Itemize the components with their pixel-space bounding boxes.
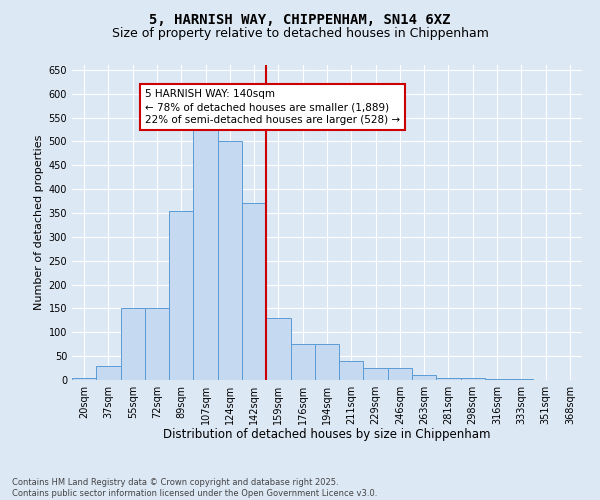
Bar	[266, 318, 290, 380]
Bar	[339, 361, 364, 380]
Bar	[388, 368, 412, 380]
Bar	[290, 344, 315, 380]
Bar	[72, 378, 96, 380]
Text: 5 HARNISH WAY: 140sqm
← 78% of detached houses are smaller (1,889)
22% of semi-d: 5 HARNISH WAY: 140sqm ← 78% of detached …	[145, 89, 400, 126]
Bar	[169, 210, 193, 380]
Bar	[412, 375, 436, 380]
Bar	[315, 344, 339, 380]
Bar	[436, 378, 461, 380]
Text: Contains HM Land Registry data © Crown copyright and database right 2025.
Contai: Contains HM Land Registry data © Crown c…	[12, 478, 377, 498]
Bar	[364, 368, 388, 380]
Bar	[121, 308, 145, 380]
Bar	[218, 142, 242, 380]
Text: Size of property relative to detached houses in Chippenham: Size of property relative to detached ho…	[112, 28, 488, 40]
Bar	[242, 204, 266, 380]
Bar	[485, 378, 509, 380]
Y-axis label: Number of detached properties: Number of detached properties	[34, 135, 44, 310]
Text: 5, HARNISH WAY, CHIPPENHAM, SN14 6XZ: 5, HARNISH WAY, CHIPPENHAM, SN14 6XZ	[149, 12, 451, 26]
X-axis label: Distribution of detached houses by size in Chippenham: Distribution of detached houses by size …	[163, 428, 491, 442]
Bar	[96, 366, 121, 380]
Bar	[145, 308, 169, 380]
Bar	[509, 379, 533, 380]
Bar	[461, 378, 485, 380]
Bar	[193, 127, 218, 380]
